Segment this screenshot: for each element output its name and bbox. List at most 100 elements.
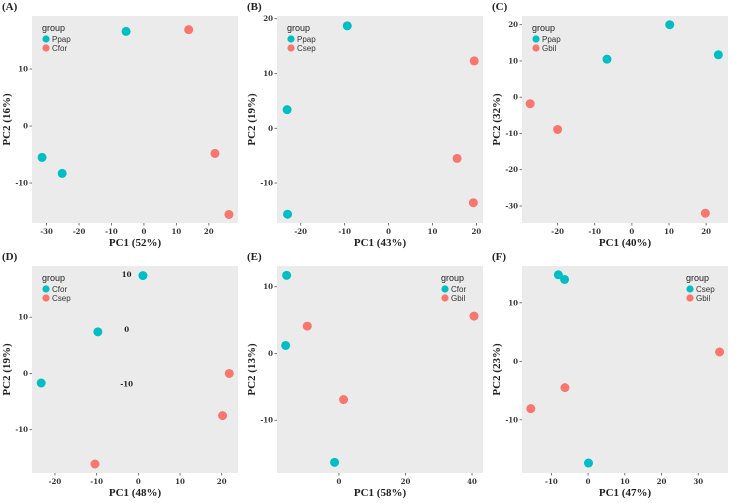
x-tick-label: 10 — [171, 227, 181, 236]
y-tick-label: 10 — [508, 56, 518, 65]
data-point-csep — [218, 411, 228, 421]
y-tick-label: -30 — [505, 201, 518, 210]
data-point-gbil — [715, 347, 725, 357]
legend-item: Ppap — [52, 35, 71, 44]
y-tick-label: 0 — [23, 122, 28, 131]
x-axis-label: PC1 (58%) — [354, 487, 407, 499]
data-point-csep — [583, 458, 593, 468]
data-point-ppap — [713, 50, 723, 60]
scatter-panel: (D) -20 -10 0 10 20 -10 0 10 PC1 (48%) PC2 (19%) 10… — [1, 251, 238, 499]
y-tick-label: 10 — [508, 298, 518, 307]
x-axis-label: PC1 (48%) — [109, 487, 162, 499]
data-point-ppap — [37, 152, 47, 162]
y-tick-label: -10 — [15, 179, 28, 188]
x-axis-label: PC1 (43%) — [354, 237, 407, 249]
y-tick-label: -10 — [260, 179, 273, 188]
x-tick-label: -20 — [49, 477, 62, 486]
data-point-cfor — [93, 327, 103, 337]
data-point-csep — [469, 56, 479, 66]
data-point-ppap — [282, 105, 292, 115]
legend-item: Csep — [52, 294, 71, 303]
x-tick-label: -10 — [545, 477, 558, 486]
data-point-cfor — [282, 270, 292, 280]
data-point-csep — [468, 198, 478, 208]
y-tick-label: -10 — [505, 129, 518, 138]
y-tick-label: 10 — [18, 65, 28, 74]
legend-item: Cfor — [52, 285, 67, 294]
y-axis-label: PC2 (23%) — [491, 343, 503, 396]
x-tick-label: -20 — [551, 227, 564, 236]
x-tick-label: -10 — [588, 227, 601, 236]
y-tick-label: 0 — [268, 124, 273, 133]
data-point-ppap — [121, 26, 131, 36]
data-point-csep — [560, 274, 570, 284]
data-point-gbil — [302, 321, 312, 331]
data-point-gbil — [560, 383, 570, 393]
data-point-gbil — [339, 395, 349, 405]
scatter-panel: (B) -20 -10 0 10 20 -10 0 10 20 PC1 (43%) PC2 (19%)… — [246, 1, 483, 249]
data-point-gbil — [526, 404, 536, 414]
x-tick-label: 0 — [586, 477, 591, 486]
y-axis-label: PC2 (32%) — [491, 93, 503, 146]
legend-swatch — [532, 44, 540, 52]
x-tick-label: 0 — [336, 477, 341, 486]
legend-swatch — [42, 285, 50, 293]
legend-swatch — [287, 44, 295, 52]
y-tick-label: -10 — [260, 416, 273, 425]
y-tick-label: -20 — [505, 165, 518, 174]
x-tick-label: 20 — [701, 227, 711, 236]
data-point-ppap — [602, 54, 612, 64]
plot-background — [522, 16, 728, 223]
x-tick-label: -20 — [294, 227, 307, 236]
x-tick-label: 20 — [204, 227, 214, 236]
legend-swatch — [532, 35, 540, 43]
panel-label: (F) — [492, 251, 506, 263]
scatter-panel: (A) -30 -20 -10 0 10 20 -10 0 10 PC1 (52%) PC2 (16%… — [1, 1, 238, 249]
data-point-ppap — [283, 209, 293, 219]
data-point-cfor — [281, 340, 291, 350]
data-point-csep — [452, 153, 462, 163]
x-tick-label: 0 — [386, 227, 391, 236]
legend-swatch — [42, 35, 50, 43]
legend-title: group — [42, 23, 65, 33]
data-point-gbil — [469, 311, 479, 321]
y-tick-label: 20 — [508, 20, 518, 29]
y-tick-label: 0 — [268, 349, 273, 358]
plot-background — [277, 266, 483, 473]
legend-item: Ppap — [542, 35, 561, 44]
y-tick-label: -10 — [505, 415, 518, 424]
scatter-panel: (C) -20 -10 0 10 20 -30 -20 -10 0 10 20 PC1 (40%) PC2… — [491, 1, 728, 249]
x-tick-label: 20 — [217, 477, 227, 486]
x-tick-label: 40 — [467, 477, 477, 486]
x-tick-label: -20 — [73, 227, 86, 236]
y-tick-label: 0 — [513, 357, 518, 366]
x-tick-label: 0 — [141, 227, 146, 236]
data-point-gbil — [525, 99, 535, 109]
data-point-cfor — [330, 457, 340, 467]
legend-item: Csep — [297, 44, 316, 53]
legend-item: Gbil — [696, 294, 710, 303]
legend-swatch — [441, 294, 449, 302]
data-point-cfor — [184, 25, 194, 35]
x-axis-label: PC1 (52%) — [109, 237, 162, 249]
data-point-gbil — [700, 208, 710, 218]
y-tick-label: 0 — [23, 369, 28, 378]
data-point-ppap — [342, 21, 352, 31]
x-axis-label: PC1 (47%) — [599, 487, 652, 499]
x-tick-label: 10 — [428, 227, 438, 236]
y-tick-label: 10 — [263, 69, 273, 78]
y-axis-label: PC2 (13%) — [246, 343, 258, 396]
data-point-cfor — [36, 378, 46, 388]
stray-annotation: -10 — [120, 380, 133, 389]
x-tick-label: 20 — [401, 477, 411, 486]
stray-annotation: 10 — [122, 270, 132, 279]
x-tick-label: -30 — [40, 227, 53, 236]
legend-swatch — [42, 44, 50, 52]
legend-item: Ppap — [297, 35, 316, 44]
plot-background — [32, 266, 238, 473]
